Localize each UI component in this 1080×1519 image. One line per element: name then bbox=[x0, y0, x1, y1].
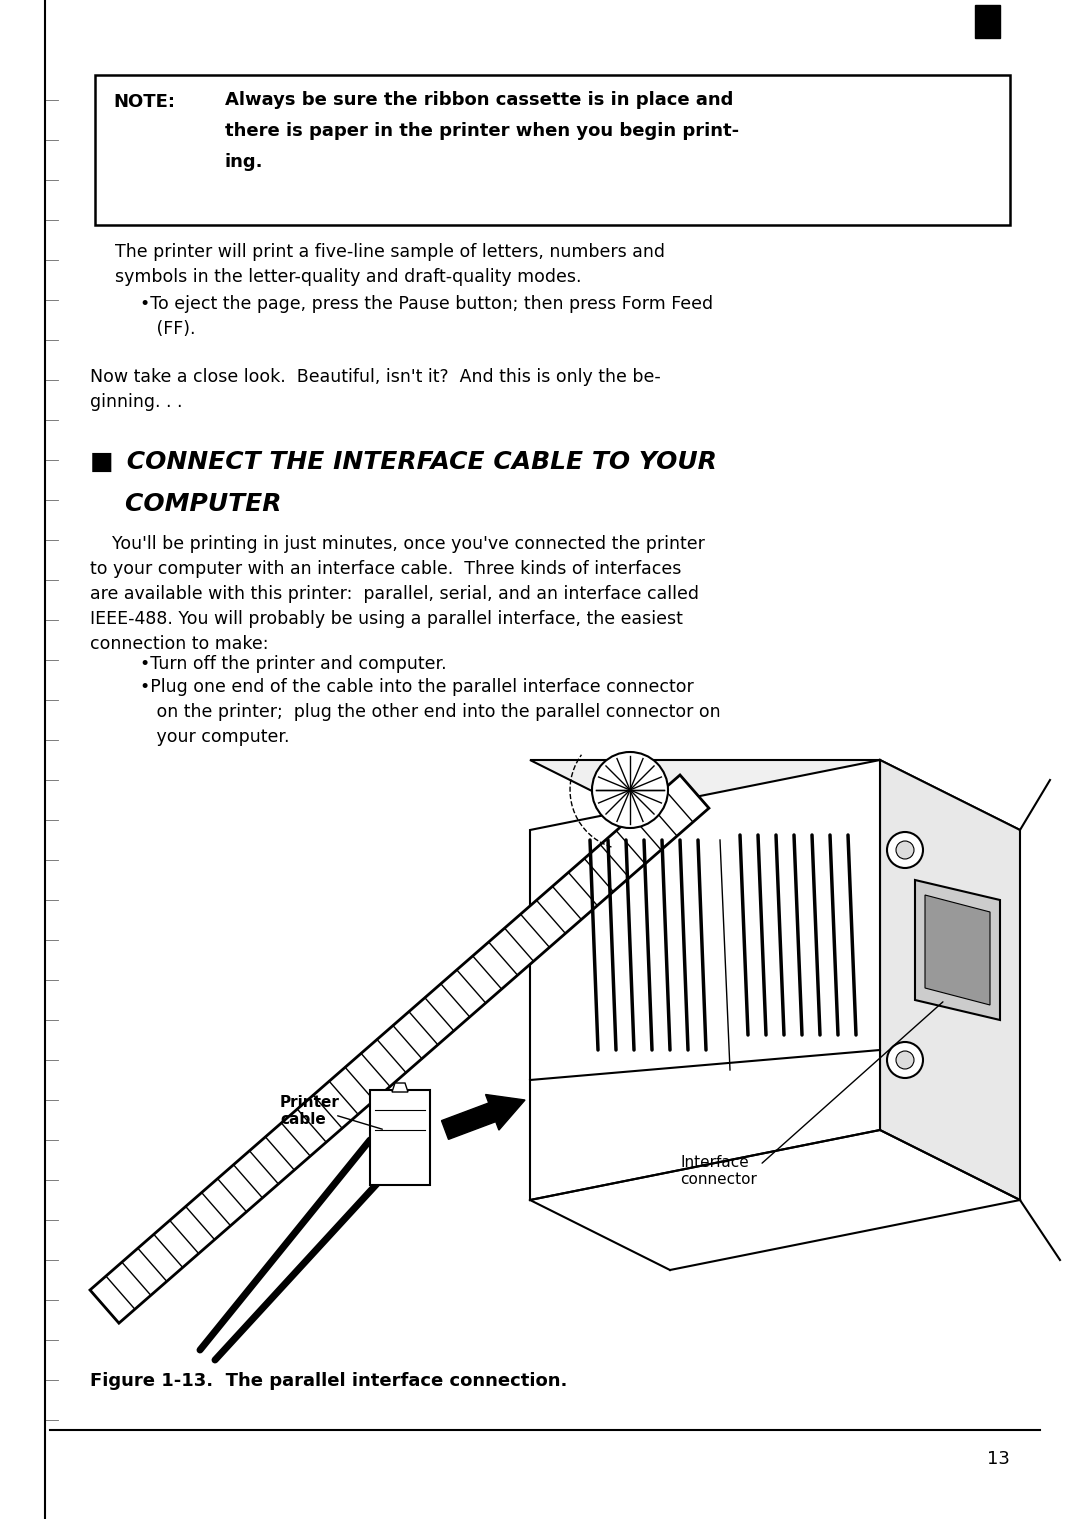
Circle shape bbox=[887, 1042, 923, 1078]
Text: your computer.: your computer. bbox=[140, 728, 289, 746]
Text: (FF).: (FF). bbox=[140, 321, 195, 339]
Polygon shape bbox=[530, 760, 880, 1200]
Text: Printer
cable: Printer cable bbox=[280, 1095, 340, 1127]
Circle shape bbox=[592, 752, 669, 828]
Text: •Turn off the printer and computer.: •Turn off the printer and computer. bbox=[140, 655, 447, 673]
Text: COMPUTER: COMPUTER bbox=[90, 492, 282, 516]
Text: You'll be printing in just minutes, once you've connected the printer
to your co: You'll be printing in just minutes, once… bbox=[90, 535, 705, 653]
Circle shape bbox=[887, 832, 923, 867]
Text: CONNECT THE INTERFACE CABLE TO YOUR: CONNECT THE INTERFACE CABLE TO YOUR bbox=[118, 450, 717, 474]
Bar bbox=[95, 74, 1010, 225]
Polygon shape bbox=[880, 760, 1020, 1200]
Text: •To eject the page, press the Pause button; then press Form Feed: •To eject the page, press the Pause butt… bbox=[140, 295, 713, 313]
FancyArrow shape bbox=[442, 1095, 525, 1139]
Bar bbox=[975, 5, 1000, 38]
Text: 13: 13 bbox=[987, 1451, 1010, 1467]
Polygon shape bbox=[392, 1083, 408, 1092]
Polygon shape bbox=[530, 760, 1020, 829]
Text: Always be sure the ribbon cassette is in place and: Always be sure the ribbon cassette is in… bbox=[225, 91, 733, 109]
Text: Interface
connector: Interface connector bbox=[680, 1154, 757, 1188]
Text: Now take a close look.  Beautiful, isn't it?  And this is only the be-
ginning. : Now take a close look. Beautiful, isn't … bbox=[90, 368, 661, 412]
Text: ing.: ing. bbox=[225, 153, 264, 172]
Polygon shape bbox=[924, 895, 990, 1006]
Text: The printer will print a five-line sample of letters, numbers and
symbols in the: The printer will print a five-line sampl… bbox=[114, 243, 665, 286]
Text: •Plug one end of the cable into the parallel interface connector: •Plug one end of the cable into the para… bbox=[140, 677, 693, 696]
Text: there is paper in the printer when you begin print-: there is paper in the printer when you b… bbox=[225, 122, 739, 140]
Circle shape bbox=[896, 1051, 914, 1069]
Circle shape bbox=[896, 842, 914, 860]
Text: on the printer;  plug the other end into the parallel connector on: on the printer; plug the other end into … bbox=[140, 703, 720, 722]
Bar bbox=[370, 1091, 430, 1185]
Text: Figure 1-13.  The parallel interface connection.: Figure 1-13. The parallel interface conn… bbox=[90, 1372, 567, 1390]
Text: ■: ■ bbox=[90, 450, 113, 474]
Polygon shape bbox=[915, 880, 1000, 1019]
Text: NOTE:: NOTE: bbox=[113, 93, 175, 111]
Polygon shape bbox=[90, 775, 708, 1323]
